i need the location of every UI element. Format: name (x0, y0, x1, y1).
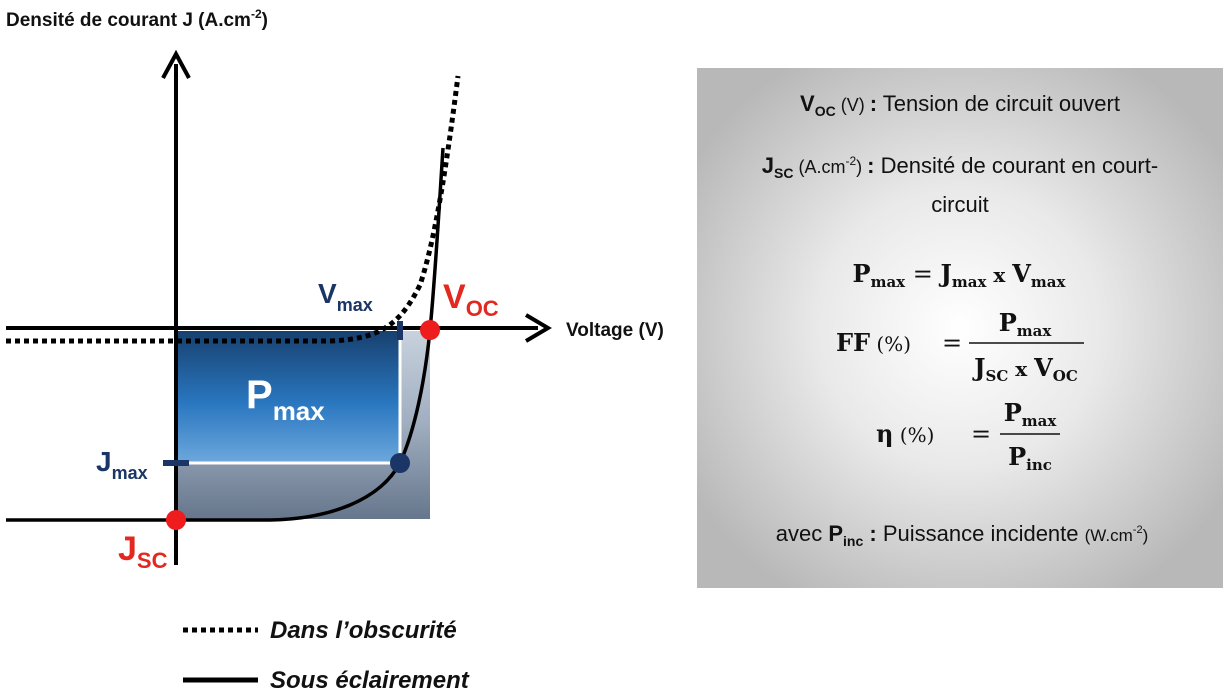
ff-equals: = (942, 329, 962, 357)
ff-numerator: Pmax (999, 308, 1053, 340)
dark-curve (6, 75, 461, 344)
x-axis-title: Voltage (V) (566, 320, 664, 341)
definitions-box (697, 68, 1223, 588)
jsc-label: JSC (118, 530, 168, 573)
voc-point (420, 320, 440, 340)
jsc-definition-line2: circuit (931, 192, 988, 217)
eta-numerator: Pmax (1004, 398, 1058, 430)
eta-equals: = (971, 420, 991, 448)
max-power-point (390, 453, 410, 473)
x-axis-arrow (524, 313, 552, 343)
pinc-definition: avec Pinc : Puissance incidente (W.cm-2) (776, 521, 1148, 549)
y-axis-title: Densité de courant J (A.cm-2) (6, 7, 268, 31)
jmax-label: Jmax (96, 446, 148, 483)
eta-lhs: η (%) (876, 419, 934, 448)
ff-lhs: FF (%) (836, 328, 911, 357)
jsc-definition: JSC (A.cm-2) : Densité de courant en cou… (762, 153, 1158, 181)
jsc-point (166, 510, 186, 530)
eta-denominator: Pinc (1008, 442, 1052, 474)
ff-denominator: JSC x VOC (972, 353, 1078, 385)
legend-dark-label: Dans l’obscurité (270, 617, 457, 644)
y-axis-arrow (161, 49, 191, 79)
voc-label: VOC (443, 278, 499, 321)
vmax-label: Vmax (318, 278, 373, 315)
ff-equation: FF (%) = Pmax JSC x VOC (836, 308, 1084, 385)
pmax-equation: Pmax = Jmax x Vmax (853, 259, 1067, 291)
light-curve (6, 147, 445, 522)
pmax-label: Pmax (246, 373, 325, 426)
pmax-rectangle (176, 331, 400, 463)
voc-definition: VOC (V) : Tension de circuit ouvert (800, 91, 1120, 119)
eta-equation: η (%) = Pmax Pinc (876, 398, 1060, 474)
legend-light-label: Sous éclairement (270, 667, 470, 694)
